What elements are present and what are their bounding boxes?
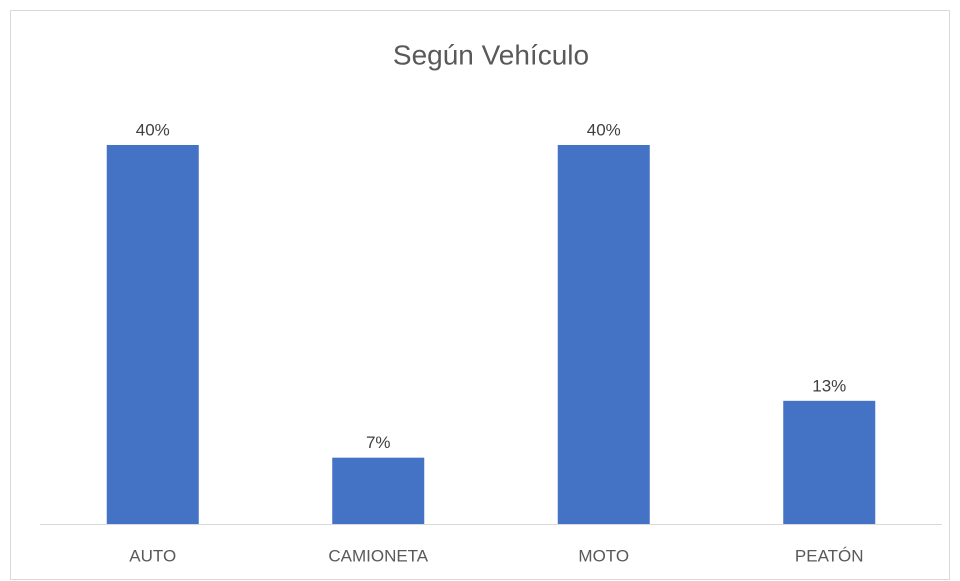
x-tick-label: PEATÓN [795, 546, 864, 565]
bar [783, 400, 876, 524]
x-tick-label: MOTO [578, 546, 629, 565]
bar [332, 457, 425, 524]
data-label: 40% [587, 120, 621, 139]
data-label: 7% [366, 433, 391, 452]
chart-title: Según Vehículo [393, 39, 589, 70]
bar [106, 145, 199, 524]
data-label: 13% [812, 376, 846, 395]
x-tick-label: AUTO [129, 546, 176, 565]
x-tick-label: CAMIONETA [328, 546, 428, 565]
bar [557, 145, 650, 524]
data-label: 40% [136, 120, 170, 139]
